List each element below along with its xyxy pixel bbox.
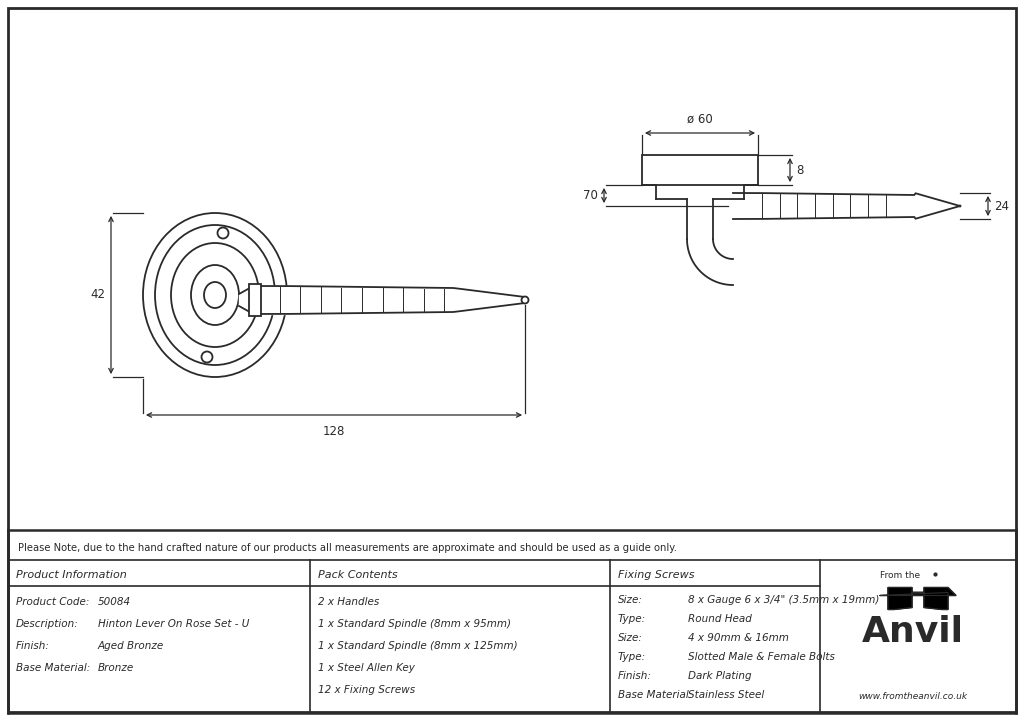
- Text: Size:: Size:: [618, 633, 643, 643]
- Text: 1 x Standard Spindle (8mm x 125mm): 1 x Standard Spindle (8mm x 125mm): [318, 641, 517, 651]
- Text: Anvil: Anvil: [862, 614, 964, 649]
- Text: Product Information: Product Information: [16, 570, 127, 580]
- Text: 1 x Steel Allen Key: 1 x Steel Allen Key: [318, 663, 415, 673]
- Text: Description:: Description:: [16, 619, 79, 629]
- Text: 70: 70: [583, 189, 598, 202]
- Text: Product Code:: Product Code:: [16, 597, 89, 607]
- Ellipse shape: [143, 213, 287, 377]
- Text: From the: From the: [880, 572, 921, 580]
- Text: Type:: Type:: [618, 652, 646, 662]
- Text: Round Head: Round Head: [688, 614, 752, 624]
- Text: Fixing Screws: Fixing Screws: [618, 570, 694, 580]
- Circle shape: [202, 351, 213, 362]
- Text: Dark Plating: Dark Plating: [688, 671, 752, 681]
- Text: 128: 128: [323, 425, 345, 438]
- Ellipse shape: [171, 243, 259, 347]
- Text: Please Note, due to the hand crafted nature of our products all measurements are: Please Note, due to the hand crafted nat…: [18, 543, 677, 553]
- Text: Type:: Type:: [618, 614, 646, 624]
- Text: Hinton Lever On Rose Set - U: Hinton Lever On Rose Set - U: [98, 619, 250, 629]
- Text: Finish:: Finish:: [618, 671, 652, 681]
- Text: 1 x Standard Spindle (8mm x 95mm): 1 x Standard Spindle (8mm x 95mm): [318, 619, 511, 629]
- Text: Bronze: Bronze: [98, 663, 134, 673]
- Ellipse shape: [204, 282, 226, 308]
- Text: Aged Bronze: Aged Bronze: [98, 641, 164, 651]
- Text: Size:: Size:: [618, 595, 643, 605]
- Bar: [642, 155, 758, 185]
- Text: 12 x Fixing Screws: 12 x Fixing Screws: [318, 685, 415, 695]
- Ellipse shape: [191, 265, 239, 325]
- Ellipse shape: [155, 225, 275, 365]
- Polygon shape: [880, 588, 956, 610]
- Circle shape: [521, 297, 528, 304]
- Bar: [249, 284, 261, 316]
- Text: 8: 8: [796, 163, 804, 176]
- Text: Base Material:: Base Material:: [16, 663, 90, 673]
- Text: www.fromtheanvil.co.uk: www.fromtheanvil.co.uk: [858, 692, 968, 701]
- Text: Base Material:: Base Material:: [618, 690, 692, 700]
- Text: 8 x Gauge 6 x 3/4" (3.5mm x 19mm): 8 x Gauge 6 x 3/4" (3.5mm x 19mm): [688, 595, 880, 605]
- Text: Slotted Male & Female Bolts: Slotted Male & Female Bolts: [688, 652, 835, 662]
- Text: ø 60: ø 60: [687, 113, 713, 126]
- Text: 2 x Handles: 2 x Handles: [318, 597, 379, 607]
- Circle shape: [217, 228, 228, 238]
- Text: 50084: 50084: [98, 597, 131, 607]
- Text: 24: 24: [994, 199, 1009, 212]
- Text: Finish:: Finish:: [16, 641, 50, 651]
- Text: 4 x 90mm & 16mm: 4 x 90mm & 16mm: [688, 633, 788, 643]
- Text: Pack Contents: Pack Contents: [318, 570, 397, 580]
- Text: Stainless Steel: Stainless Steel: [688, 690, 764, 700]
- Text: 42: 42: [90, 289, 105, 302]
